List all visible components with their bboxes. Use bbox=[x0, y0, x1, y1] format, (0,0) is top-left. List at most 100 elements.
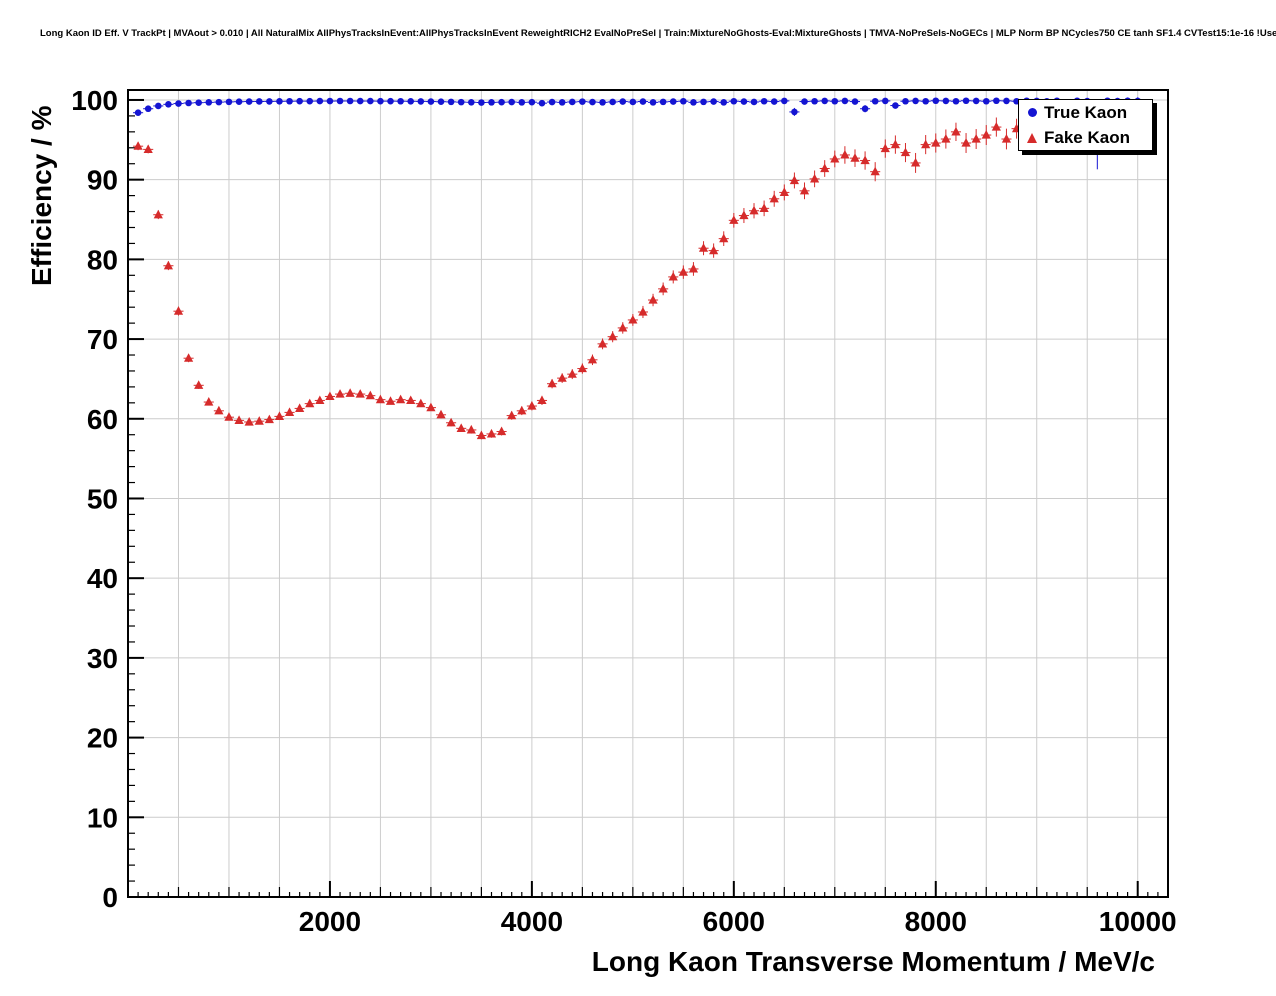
marker-fake-kaon bbox=[739, 210, 749, 220]
marker-fake-kaon bbox=[557, 373, 567, 382]
marker-true-kaon bbox=[568, 98, 576, 106]
marker-fake-kaon bbox=[910, 157, 921, 167]
marker-true-kaon bbox=[972, 97, 980, 105]
marker-true-kaon bbox=[841, 97, 849, 105]
marker-fake-kaon bbox=[971, 134, 981, 143]
marker-true-kaon bbox=[447, 98, 455, 106]
marker-fake-kaon bbox=[456, 423, 466, 432]
marker-fake-kaon bbox=[496, 426, 507, 436]
marker-true-kaon bbox=[609, 98, 616, 106]
plot-frame bbox=[127, 89, 1169, 898]
marker-fake-kaon bbox=[628, 314, 638, 324]
marker-true-kaon bbox=[457, 98, 465, 106]
marker-true-kaon bbox=[154, 102, 162, 110]
marker-true-kaon bbox=[599, 99, 606, 106]
legend-label-true-kaon: True Kaon bbox=[1044, 102, 1128, 122]
x-tick-label: 8000 bbox=[905, 906, 967, 937]
marker-true-kaon bbox=[346, 97, 354, 105]
marker-true-kaon bbox=[851, 98, 859, 105]
marker-fake-kaon bbox=[900, 147, 911, 157]
marker-fake-kaon bbox=[709, 245, 719, 255]
marker-fake-kaon bbox=[133, 141, 143, 150]
marker-fake-kaon bbox=[406, 395, 416, 405]
marker-true-kaon bbox=[498, 98, 505, 106]
legend-entry-true-kaon: True Kaon bbox=[1019, 100, 1152, 125]
marker-fake-kaon bbox=[749, 205, 759, 215]
marker-fake-kaon bbox=[597, 338, 608, 348]
marker-fake-kaon bbox=[446, 417, 456, 427]
marker-fake-kaon bbox=[921, 139, 931, 149]
marker-true-kaon bbox=[589, 98, 596, 106]
marker-true-kaon bbox=[518, 99, 526, 106]
marker-true-kaon bbox=[377, 97, 384, 105]
marker-true-kaon bbox=[195, 99, 202, 106]
marker-fake-kaon bbox=[204, 397, 214, 406]
marker-fake-kaon bbox=[254, 416, 264, 425]
marker-true-kaon bbox=[417, 98, 425, 105]
y-tick-label: 70 bbox=[87, 324, 118, 355]
marker-fake-kaon bbox=[799, 185, 810, 195]
marker-true-kaon bbox=[1003, 97, 1010, 105]
tick-layer bbox=[128, 98, 1159, 897]
marker-true-kaon bbox=[215, 98, 223, 106]
marker-true-kaon bbox=[266, 98, 273, 105]
marker-fake-kaon bbox=[719, 233, 729, 243]
marker-true-kaon bbox=[831, 97, 839, 105]
marker-fake-kaon bbox=[890, 139, 900, 149]
marker-fake-kaon bbox=[678, 267, 688, 276]
marker-true-kaon bbox=[427, 98, 435, 105]
marker-true-kaon bbox=[649, 99, 657, 106]
marker-fake-kaon bbox=[870, 166, 880, 176]
marker-true-kaon bbox=[397, 97, 404, 105]
marker-fake-kaon bbox=[688, 263, 699, 273]
marker-fake-kaon bbox=[486, 428, 497, 438]
marker-true-kaon bbox=[579, 98, 586, 105]
marker-fake-kaon bbox=[608, 331, 618, 341]
marker-true-kaon bbox=[468, 98, 475, 106]
y-tick-label: 20 bbox=[87, 723, 118, 754]
marker-fake-kaon bbox=[264, 414, 274, 424]
legend-entry-fake-kaon: Fake Kaon bbox=[1019, 125, 1152, 150]
marker-true-kaon bbox=[165, 101, 172, 108]
legend-marker-cell bbox=[1024, 108, 1040, 117]
marker-true-kaon bbox=[276, 98, 283, 105]
triangle-marker-icon bbox=[1027, 132, 1037, 143]
marker-fake-kaon bbox=[981, 130, 991, 139]
marker-fake-kaon bbox=[779, 187, 789, 197]
marker-fake-kaon bbox=[305, 398, 315, 408]
marker-true-kaon bbox=[478, 99, 485, 106]
marker-fake-kaon bbox=[789, 175, 800, 185]
marker-fake-kaon bbox=[295, 403, 305, 413]
marker-fake-kaon bbox=[476, 430, 486, 440]
marker-fake-kaon bbox=[396, 394, 406, 404]
marker-true-kaon bbox=[508, 98, 515, 106]
marker-true-kaon bbox=[781, 97, 788, 105]
marker-true-kaon bbox=[629, 98, 637, 106]
marker-fake-kaon bbox=[527, 401, 537, 410]
marker-fake-kaon bbox=[991, 122, 1001, 131]
marker-true-kaon bbox=[558, 99, 566, 106]
marker-fake-kaon bbox=[537, 395, 547, 405]
marker-fake-kaon bbox=[517, 405, 527, 415]
marker-fake-kaon bbox=[1001, 134, 1012, 143]
marker-true-kaon bbox=[528, 98, 536, 106]
y-tick-label: 10 bbox=[87, 802, 118, 833]
marker-fake-kaon bbox=[830, 153, 840, 163]
marker-fake-kaon bbox=[345, 388, 355, 397]
x-tick-label: 2000 bbox=[299, 906, 361, 937]
marker-fake-kaon bbox=[729, 215, 739, 224]
marker-true-kaon bbox=[296, 97, 303, 105]
marker-fake-kaon bbox=[466, 424, 476, 434]
marker-fake-kaon bbox=[426, 402, 436, 412]
marker-fake-kaon bbox=[194, 380, 204, 389]
marker-fake-kaon bbox=[547, 378, 557, 388]
grid-layer bbox=[128, 90, 1168, 897]
marker-true-kaon bbox=[316, 97, 324, 105]
marker-true-kaon bbox=[286, 97, 293, 105]
marker-fake-kaon bbox=[163, 260, 173, 270]
marker-true-kaon bbox=[548, 98, 556, 106]
y-tick-label: 90 bbox=[87, 165, 118, 196]
marker-true-kaon bbox=[659, 98, 667, 106]
marker-fake-kaon bbox=[961, 138, 971, 147]
